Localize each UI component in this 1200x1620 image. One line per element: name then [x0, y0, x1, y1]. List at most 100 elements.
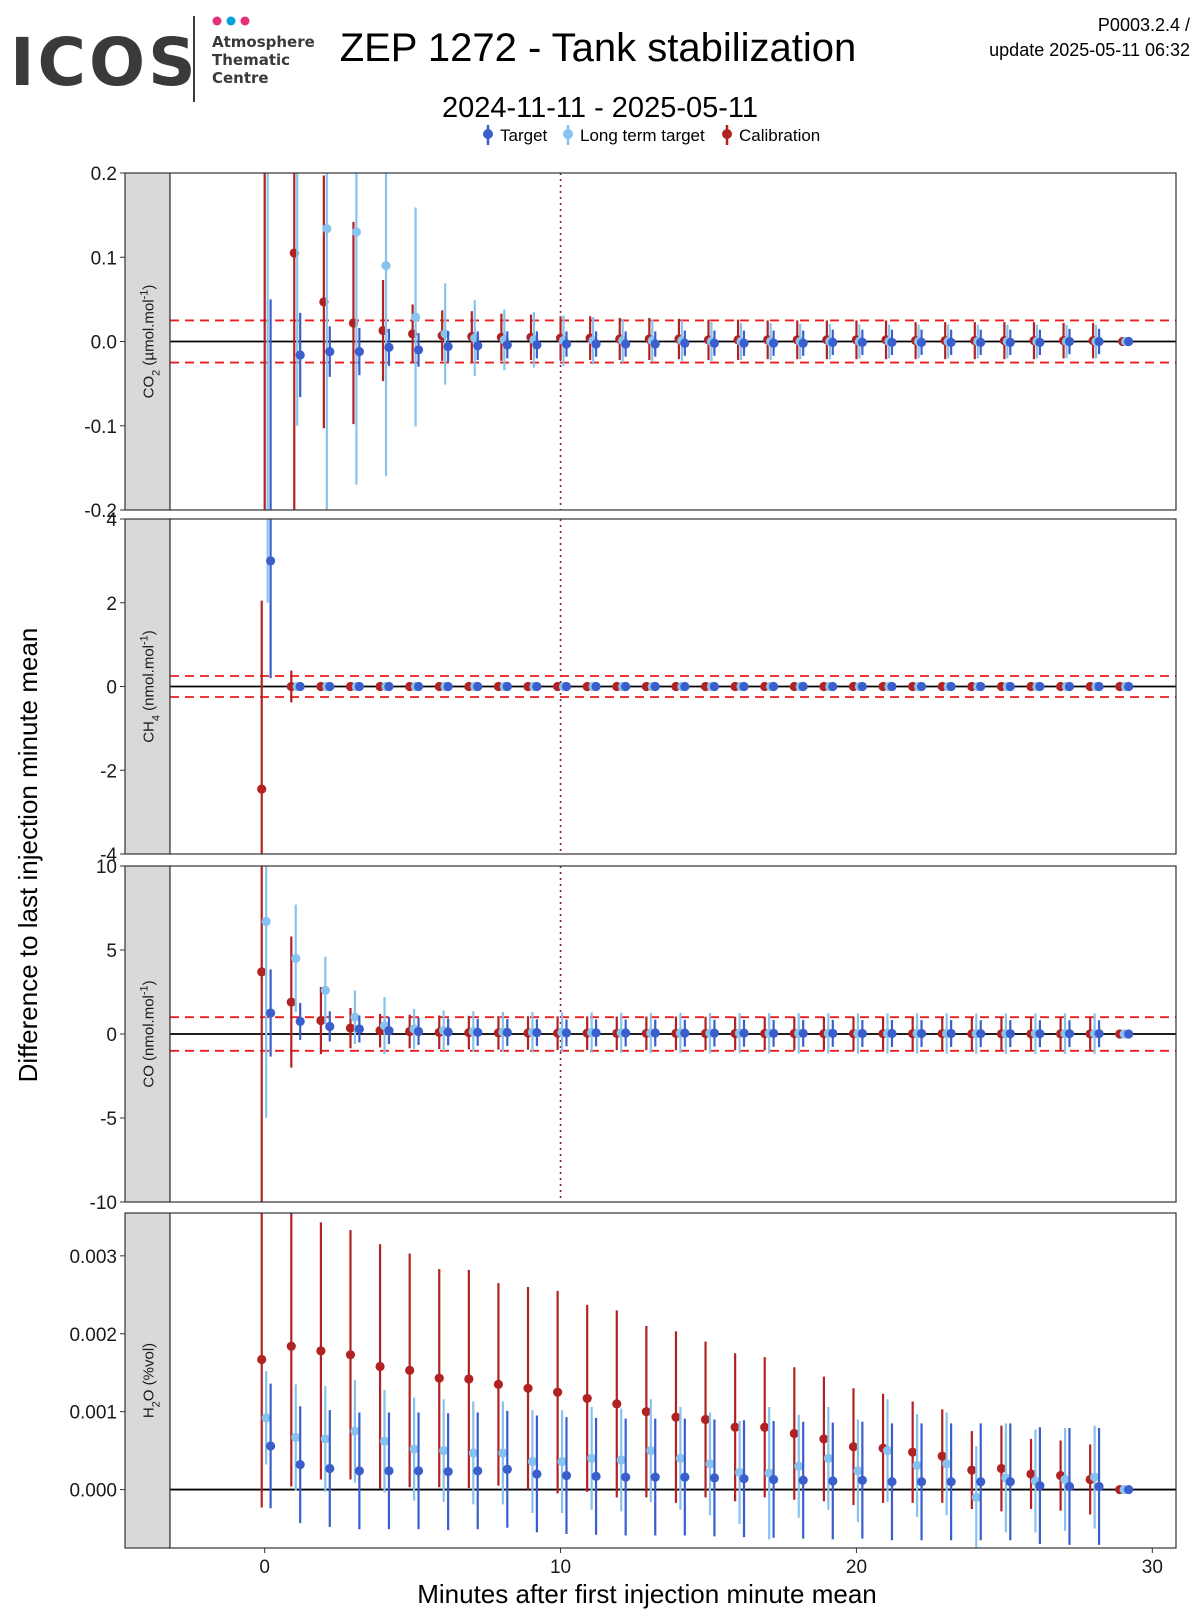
- data-point: [857, 337, 867, 347]
- panel-strip-label: CO (nmol.mol-1): [139, 980, 158, 1087]
- data-point: [882, 1446, 893, 1456]
- data-point: [1124, 1484, 1134, 1495]
- data-point: [502, 1027, 512, 1038]
- data-point: [443, 1467, 453, 1477]
- y-tick-label: -5: [100, 1109, 117, 1130]
- plot-border: [169, 1212, 1177, 1549]
- data-point: [798, 1475, 808, 1485]
- data-point: [794, 1461, 804, 1471]
- panel-strip: [124, 172, 171, 511]
- panel: CH4 (nmol.mol-1) -4 -2 0 2 4: [100, 510, 1177, 866]
- data-point: [498, 1448, 508, 1458]
- plot-border: [169, 518, 1177, 855]
- x-tick-label: 10: [550, 1557, 571, 1578]
- data-point: [946, 1028, 956, 1039]
- plot-content: [170, 173, 1176, 510]
- data-point: [887, 1028, 897, 1039]
- data-point: [650, 1028, 660, 1038]
- data-point: [295, 350, 305, 360]
- plot-content: [170, 866, 1176, 1202]
- data-point: [621, 1472, 631, 1482]
- data-point: [739, 681, 749, 692]
- data-point: [621, 681, 631, 692]
- data-point: [789, 1428, 799, 1439]
- data-point: [946, 337, 956, 347]
- data-point: [493, 1379, 504, 1389]
- y-tick-label: 0.001: [69, 1403, 117, 1424]
- chart-title: ZEP 1272 - Tank stabilization: [340, 26, 857, 70]
- data-point: [680, 1472, 690, 1482]
- data-point: [1064, 681, 1075, 692]
- data-point: [354, 1466, 364, 1476]
- data-point: [325, 1463, 335, 1474]
- data-point: [384, 1466, 394, 1476]
- data-point: [887, 337, 897, 347]
- y-tick-label: 0.002: [69, 1325, 117, 1346]
- data-point: [316, 1015, 326, 1026]
- data-point: [439, 1446, 449, 1456]
- data-point: [848, 1442, 859, 1452]
- data-point: [912, 1460, 922, 1471]
- data-point: [680, 1028, 690, 1038]
- data-point: [976, 1029, 986, 1039]
- data-point: [853, 1466, 863, 1476]
- data-point: [1064, 1029, 1075, 1039]
- data-point: [769, 1028, 779, 1038]
- data-point: [1035, 1481, 1045, 1491]
- data-point: [473, 341, 483, 351]
- data-point: [257, 1354, 267, 1365]
- data-point: [1090, 1472, 1100, 1482]
- data-point: [291, 1432, 301, 1442]
- data-point: [916, 1028, 927, 1039]
- data-point: [295, 681, 305, 692]
- data-point: [473, 1466, 483, 1476]
- data-point: [730, 1422, 740, 1432]
- data-point: [434, 1373, 444, 1383]
- y-tick-label: -4: [100, 845, 117, 866]
- data-point: [1060, 1474, 1070, 1485]
- plot-content: [170, 1213, 1176, 1548]
- data-point: [621, 1028, 631, 1038]
- data-point: [443, 1027, 453, 1037]
- data-point: [553, 1387, 563, 1397]
- y-tick-label: 0.003: [69, 1247, 117, 1268]
- y-tick-label: 0: [106, 678, 117, 699]
- data-point: [257, 784, 267, 794]
- data-point: [621, 339, 631, 349]
- data-point: [379, 1436, 390, 1446]
- data-point: [967, 1465, 977, 1475]
- data-point: [739, 1028, 749, 1038]
- data-point: [502, 681, 512, 692]
- logo-dot-blue: [226, 16, 236, 26]
- data-point: [409, 1444, 419, 1454]
- data-point: [381, 261, 391, 271]
- data-point: [612, 1399, 622, 1409]
- data-point: [345, 1350, 356, 1360]
- data-point: [1094, 1481, 1104, 1492]
- version-label: P0003.2.4 /: [1098, 15, 1190, 35]
- x-tick-label: 0: [259, 1557, 270, 1578]
- data-point: [828, 1476, 838, 1486]
- data-point: [976, 1477, 986, 1487]
- data-point: [650, 339, 660, 349]
- data-point: [937, 1451, 947, 1461]
- data-point: [739, 338, 749, 348]
- data-point: [443, 681, 453, 692]
- y-tick-label: 2: [106, 594, 117, 615]
- y-axis-label: Difference to last injection minute mean: [13, 628, 43, 1083]
- data-point: [582, 1393, 592, 1404]
- data-point: [996, 1463, 1007, 1474]
- data-point: [350, 1012, 360, 1022]
- data-point: [739, 1474, 749, 1484]
- data-point: [410, 312, 421, 322]
- data-point: [322, 224, 332, 234]
- logo-sub-3: Centre: [212, 69, 269, 87]
- legend-key-dot: [563, 129, 573, 139]
- data-point: [705, 1459, 715, 1469]
- data-point: [375, 1361, 385, 1372]
- panel: CO2 (µmol.mol-1) -0.2 -0.1 0.0 0.1 0.2: [84, 164, 1177, 522]
- y-tick-label: -2: [100, 761, 117, 782]
- plot-content: [170, 519, 1176, 854]
- plot-background: [170, 1213, 1176, 1548]
- icos-logo: ICOS Atmosphere Thematic Centre: [10, 16, 315, 102]
